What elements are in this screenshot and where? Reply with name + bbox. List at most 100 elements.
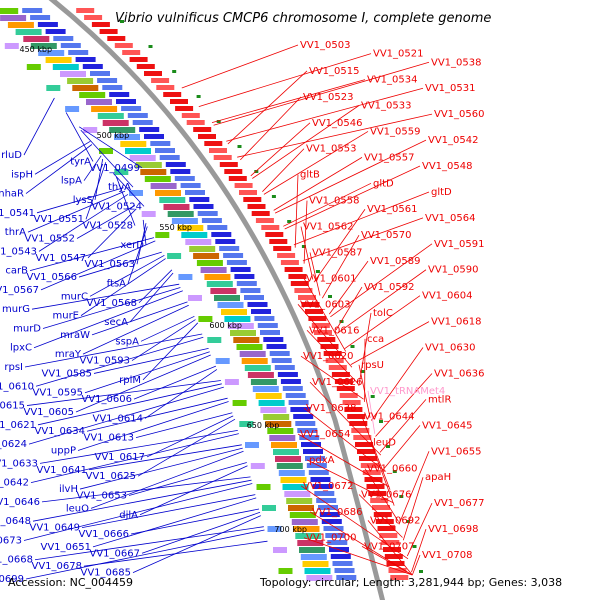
forward-gene-arrow <box>90 71 110 76</box>
reverse-gene-arrow <box>251 211 270 216</box>
leader-line <box>300 226 314 280</box>
forward-gene-arrow <box>30 15 51 20</box>
forward-gene-arrow <box>230 267 251 272</box>
gene-label-right: VV1_0553 <box>306 144 357 155</box>
leader-line <box>28 386 224 445</box>
gene-feature-block <box>72 85 99 91</box>
forward-gene-arrow <box>236 281 257 286</box>
leader-line <box>361 416 391 490</box>
leader-line <box>367 520 413 576</box>
gene-feature-block <box>30 43 57 49</box>
gene-feature-block <box>23 36 50 42</box>
leader-line <box>406 502 433 557</box>
leader-line <box>79 447 243 490</box>
reverse-gene-arrow <box>390 575 409 580</box>
forward-gene-arrow <box>219 246 240 251</box>
gene-label-right: VV1_0561 <box>367 204 418 215</box>
scale-label: 600 kbp <box>209 321 242 330</box>
gene-feature-block <box>125 148 151 154</box>
reverse-gene-arrow <box>239 190 257 195</box>
reverse-gene-arrow <box>328 365 347 370</box>
gene-feature-block <box>109 127 136 133</box>
leader-line <box>82 304 189 355</box>
gene-feature-block <box>181 232 208 238</box>
gene-label-right: gltD <box>373 178 394 189</box>
reverse-gene-arrow <box>76 8 95 13</box>
reverse-gene-arrow <box>261 225 280 230</box>
gene-feature-block <box>155 190 181 196</box>
gene-feature-block <box>278 470 305 476</box>
leader-line <box>113 173 145 207</box>
gene-feature-block <box>288 505 314 511</box>
reverse-gene-arrow <box>265 232 284 237</box>
gene-label-left: lpxC <box>10 343 32 354</box>
scale-tick <box>254 170 259 173</box>
gene-feature-block <box>275 456 301 462</box>
reverse-gene-arrow <box>136 64 155 69</box>
leader-line <box>87 208 137 259</box>
gene-feature-block <box>233 337 260 343</box>
leader-line <box>34 526 264 561</box>
gene-feature-block <box>230 330 256 336</box>
gene-label-right: VV1_0636 <box>434 368 485 379</box>
forward-gene-arrow <box>321 519 342 524</box>
leader-line <box>383 425 421 469</box>
leader-line <box>23 483 253 541</box>
reverse-gene-arrow <box>339 393 358 398</box>
leader-line <box>379 399 427 453</box>
gene-feature-block <box>38 50 65 56</box>
gene-feature-block <box>114 169 129 175</box>
leader-line <box>303 278 347 352</box>
gene-label-right: apaH <box>425 472 451 483</box>
leader-line <box>309 511 413 576</box>
leader-line <box>90 450 244 509</box>
gene-feature-block <box>114 134 140 140</box>
forward-gene-arrow <box>97 78 118 83</box>
leader-line <box>358 494 403 538</box>
leader-line <box>115 176 136 226</box>
forward-gene-arrow <box>121 106 142 111</box>
reverse-gene-arrow <box>193 127 212 132</box>
forward-gene-arrow <box>269 351 290 356</box>
gene-feature-block <box>102 120 129 126</box>
gene-label-left: VV1_0585 <box>42 368 93 379</box>
gene-feature-block <box>300 554 327 560</box>
reverse-gene-arrow <box>360 463 379 468</box>
gene-feature-block <box>239 351 266 357</box>
reverse-gene-arrow <box>219 162 238 167</box>
forward-gene-arrow <box>174 176 195 181</box>
gene-label-left: VV1_0648 <box>0 516 31 527</box>
scale-tick <box>287 220 292 223</box>
gene-label-left: murE <box>52 311 79 322</box>
leader-line <box>358 364 371 418</box>
left-gene-labels: rluDtyrAVV1_0499ispHlspAthyAnhaRlysSVV1_… <box>0 150 145 585</box>
forward-gene-arrow <box>37 22 58 27</box>
gene-feature-block <box>252 386 279 392</box>
reverse-gene-arrow <box>373 512 392 517</box>
leader-line <box>30 433 239 484</box>
gene-label-left: VV1_0653 <box>77 490 128 501</box>
reverse-gene-arrow <box>99 29 118 34</box>
forward-gene-arrow <box>325 533 346 538</box>
gene-label-right: VV1_0521 <box>373 49 424 60</box>
leader-line <box>84 351 210 394</box>
scale-tick <box>386 445 390 448</box>
gene-label-left: thrA <box>5 227 26 238</box>
leader-line <box>211 79 366 123</box>
reverse-gene-arrow <box>175 106 194 111</box>
forward-gene-arrow <box>197 211 218 216</box>
forward-gene-arrow <box>334 568 355 573</box>
gene-label-left: VV1_0614 <box>93 413 144 424</box>
leader-line <box>303 200 308 264</box>
reverse-gene-arrow <box>377 526 396 531</box>
leader-line <box>32 479 252 522</box>
forward-gene-arrow <box>316 498 337 503</box>
gene-label-left: VV1_0615 <box>0 401 25 412</box>
gene-label-left: VV1_0524 <box>92 201 143 212</box>
leader-line <box>302 217 424 262</box>
forward-gene-arrow <box>223 253 244 258</box>
leader-line <box>88 444 242 471</box>
gene-label-right: VV1_0534 <box>367 75 418 86</box>
forward-gene-arrow <box>263 337 284 342</box>
